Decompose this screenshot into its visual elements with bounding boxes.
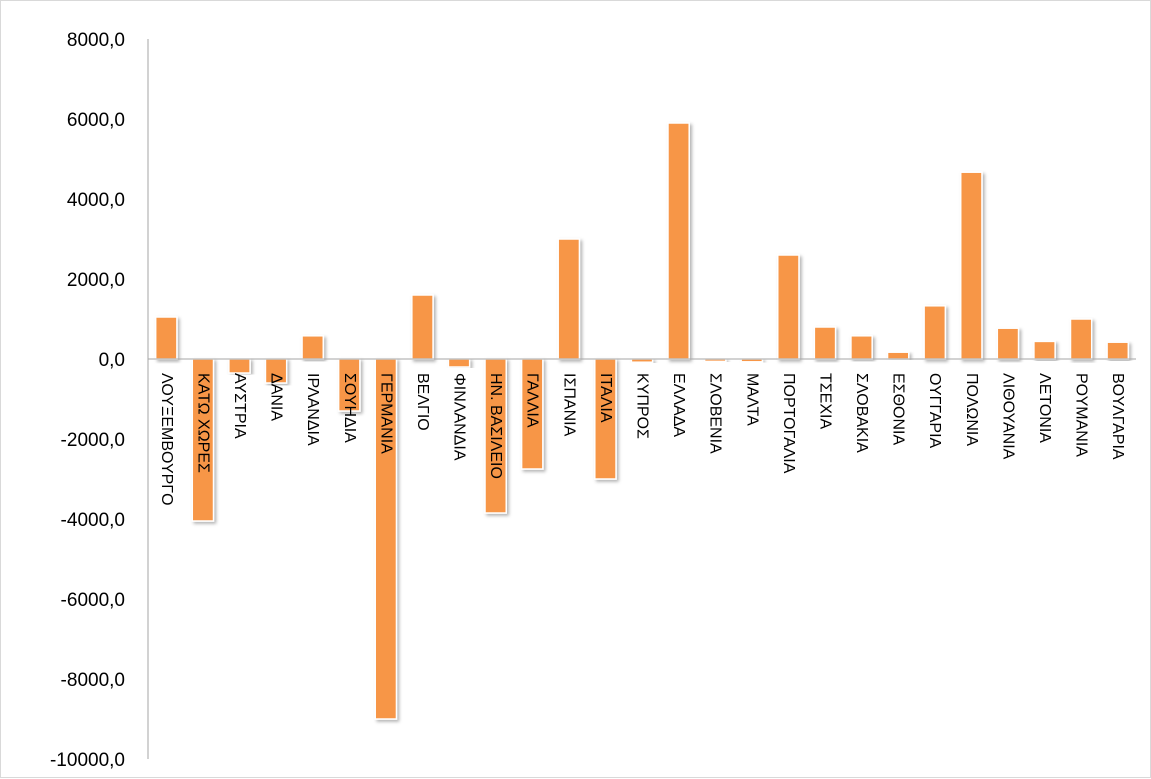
y-tick-label: -6000,0 <box>61 590 125 611</box>
y-tick-label: -2000,0 <box>61 430 125 451</box>
bar <box>996 327 1020 360</box>
y-tick-label: -4000,0 <box>61 510 125 531</box>
category-label: ΠΟΛΩΝΙΑ <box>963 373 980 446</box>
bar <box>447 358 471 368</box>
category-label: ΑΥΣΤΡΙΑ <box>231 373 248 439</box>
category-label: ΔΑΝΙΑ <box>268 373 285 421</box>
bar <box>923 305 947 360</box>
bar <box>1033 340 1056 360</box>
y-tick-label: -8000,0 <box>61 670 125 691</box>
labels-layer: 8000,0 6000,0 4000,0 2000,0 0,0 -2000,0 -4000,… <box>50 30 1126 771</box>
category-label: ΛΕΤΟΝΙΑ <box>1036 373 1053 443</box>
category-label: ΟΥΓΓΑΡΙΑ <box>926 373 943 449</box>
category-label: ΒΟΥΛΓΑΡΙΑ <box>1109 373 1126 460</box>
bar <box>154 316 178 360</box>
category-label: ΗΝ. ΒΑΣΙΛΕΙΟ <box>487 373 504 479</box>
category-label: ΕΣΘΟΝΙΑ <box>890 373 907 445</box>
category-label: ΓΑΛΛΙΑ <box>524 373 541 428</box>
y-tick-label: 6000,0 <box>67 110 125 131</box>
bar <box>959 171 983 360</box>
category-label: ΦΙΝΛΑΝΔΙΑ <box>451 373 468 461</box>
bar <box>777 254 800 360</box>
bar <box>228 358 251 374</box>
category-label: ΙΣΠΑΝΙΑ <box>560 373 577 437</box>
bar <box>1106 341 1130 360</box>
category-label: ΜΑΛΤΑ <box>743 373 760 426</box>
category-label: ΓΕΡΜΑΝΙΑ <box>377 373 394 454</box>
y-tick-label: 2000,0 <box>67 270 125 291</box>
bar <box>850 335 873 360</box>
y-tick-label: 4000,0 <box>67 190 125 211</box>
bar <box>1069 318 1093 360</box>
category-label: ΒΕΛΓΙΟ <box>414 373 431 431</box>
category-label: ΣΛΟΒΑΚΙΑ <box>853 373 870 453</box>
category-label: ΙΤΑΛΙΑ <box>597 373 614 423</box>
category-label: ΚΥΠΡΟΣ <box>634 373 651 439</box>
bar <box>301 335 325 360</box>
category-label: ΚΑΤΩ ΧΩΡΕΣ <box>194 373 211 473</box>
y-tick-label: 0,0 <box>99 350 125 371</box>
y-tick-label: 8000,0 <box>67 30 125 51</box>
bar <box>557 238 581 360</box>
bar <box>886 351 910 360</box>
category-label: ΙΡΛΑΝΔΙΑ <box>304 373 321 446</box>
bars-layer <box>154 122 1130 720</box>
category-label: ΡΟΥΜΑΝΙΑ <box>1073 373 1090 457</box>
bar <box>411 294 434 360</box>
category-label: ΛΙΘΟΥΑΝΙΑ <box>999 373 1016 460</box>
category-label: ΤΣΕΧΙΑ <box>816 373 833 429</box>
category-label: ΕΛΛΑΔΑ <box>670 373 687 437</box>
category-label: ΠΟΡΤΟΓΑΛΙΑ <box>780 373 797 474</box>
y-tick-label: -10000,0 <box>50 750 125 771</box>
bar <box>813 326 837 360</box>
axis-layer <box>147 39 1136 759</box>
category-label: ΣΛΟΒΕΝΙΑ <box>707 373 724 454</box>
category-label: ΛΟΥΞΕΜΒΟΥΡΓΟ <box>158 373 175 506</box>
category-label: ΣΟΥΗΔΙΑ <box>341 373 358 443</box>
bar <box>667 122 690 360</box>
